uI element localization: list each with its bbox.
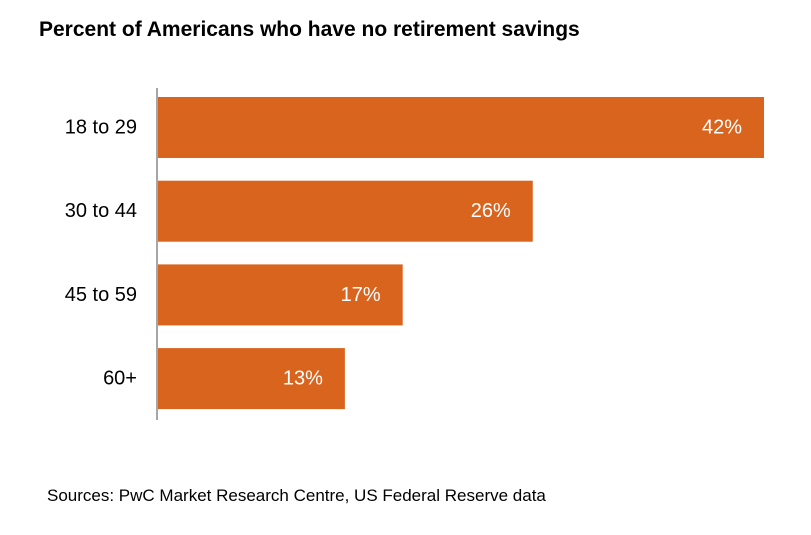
bar-45-to-59 bbox=[157, 264, 403, 326]
bar-chart: 18 to 29 42% 30 to 44 26% 45 to 59 17% 60+ 13% bbox=[65, 88, 764, 420]
data-label: 17% bbox=[341, 284, 381, 306]
chart-title: Percent of Americans who have no retirem… bbox=[39, 18, 580, 41]
chart-source: Sources: PwC Market Research Centre, US … bbox=[47, 486, 546, 505]
data-label: 42% bbox=[702, 117, 742, 139]
category-label: 45 to 59 bbox=[65, 284, 137, 306]
bar-30-to-44 bbox=[157, 180, 533, 242]
category-label: 60+ bbox=[103, 368, 137, 390]
category-label: 18 to 29 bbox=[65, 117, 137, 139]
category-label: 30 to 44 bbox=[65, 200, 137, 222]
bar-18-to-29 bbox=[157, 97, 764, 158]
data-label: 13% bbox=[283, 368, 323, 390]
data-label: 26% bbox=[471, 200, 511, 222]
bars-layer: 18 to 29 42% 30 to 44 26% 45 to 59 17% 60+ 13% bbox=[65, 97, 764, 410]
bar-60 bbox=[157, 348, 345, 410]
